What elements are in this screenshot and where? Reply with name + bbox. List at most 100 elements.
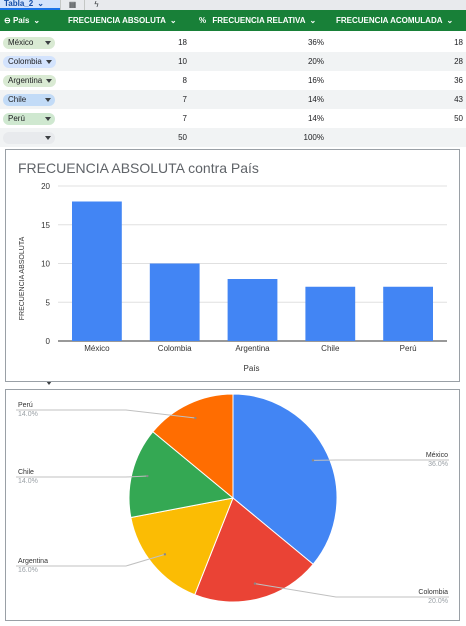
chevron-down-icon[interactable]: ⌄ [169,16,177,25]
cell-relativa[interactable]: 14% [307,95,324,104]
chevron-down-icon[interactable]: ⌄ [33,16,41,25]
column-header-label: FRECUENCIA ACOMULADA [336,16,443,25]
cell-absoluta[interactable]: 7 [182,95,187,104]
x-tick-label: México [84,344,110,353]
country-chip[interactable] [3,132,55,144]
table-header: ⊖ País ⌄ FRECUENCIA ABSOLUTA ⌄ % FRECUENCI… [0,10,466,31]
column-header-label: FRECUENCIA ABSOLUTA [68,16,166,25]
leader-dot [311,459,315,462]
cell-absoluta[interactable]: 50 [178,133,187,142]
table-grid-icon[interactable]: ▦ [60,0,84,10]
country-chip[interactable]: Colombia [3,56,56,68]
pie-label: México [426,452,448,459]
cell-relativa[interactable]: 20% [307,57,324,66]
pie-chart-plot: México 36.0% Colombia 20.0% Argentina 16.0% Ch… [16,393,449,605]
chevron-down-icon[interactable]: ⌄ [446,16,454,25]
bar [149,263,200,341]
pie-percent: 16.0% [18,567,38,574]
pie-slice [194,497,314,603]
cell-relativa[interactable]: 16% [307,76,324,85]
chevron-down-icon[interactable]: ⌄ [37,0,44,8]
leader-dot [146,474,149,478]
country-chip[interactable]: Perú [3,113,55,125]
dropdown-arrow-icon[interactable] [45,41,51,45]
y-tick-label: 10 [41,260,50,269]
leader-line [16,475,148,478]
percent-icon: % [199,16,207,25]
cell-relativa[interactable]: 100% [303,133,324,142]
leader-line [16,553,166,567]
x-tick-label: Chile [321,344,340,353]
column-header-label: País [12,16,30,25]
x-axis-label: País [243,364,259,373]
x-tick-label: Colombia [158,344,192,353]
dropdown-arrow-icon[interactable] [46,79,53,83]
pie-percent: 36.0% [428,461,448,468]
country-label: Perú [8,114,25,123]
pie-label: Chile [18,469,34,476]
cell-relativa[interactable]: 14% [307,114,324,123]
country-label: México [8,38,34,47]
table-row[interactable]: Colombia 10 20% 28 [0,52,466,71]
country-label: Colombia [8,57,42,66]
country-chip[interactable]: Chile [3,94,55,106]
leader-dot [163,553,167,556]
table-row[interactable]: Perú 7 14% 50 [0,109,466,128]
sheet-tab[interactable]: Tabla_2 ⌄ [0,0,60,10]
column-header-acumulada[interactable]: FRECUENCIA ACOMULADA ⌄ [336,10,453,31]
bolt-icon[interactable]: ϟ [84,0,108,10]
cell-acumulada[interactable]: 28 [454,57,463,66]
table-row[interactable]: Chile 7 14% 43 [0,90,466,109]
table-row[interactable]: 50 100% [0,128,466,147]
pie-percent: 14.0% [18,411,38,418]
country-chip[interactable]: México [3,37,55,49]
pie-slice [128,431,235,519]
dropdown-arrow-icon[interactable] [45,98,51,102]
pie-slice [130,497,234,596]
pie-slice [152,393,234,500]
chevron-down-icon[interactable]: ⌄ [309,16,317,25]
leader-line [254,583,449,598]
y-tick-label: 20 [41,182,50,191]
dropdown-arrow-icon[interactable] [45,117,51,121]
y-tick-label: 15 [41,221,50,230]
cell-absoluta[interactable]: 8 [182,76,187,85]
bar [227,279,278,341]
bar [305,286,356,341]
cell-acumulada[interactable]: 18 [454,38,463,47]
cell-acumulada[interactable]: 43 [454,95,463,104]
table-row[interactable]: México 18 36% 18 [0,33,466,52]
column-header-relativa[interactable]: % FRECUENCIA RELATIVA ⌄ [199,10,316,31]
y-tick-label: 5 [46,298,51,307]
cell-absoluta[interactable]: 18 [178,38,187,47]
chevron-down-icon[interactable] [46,381,52,385]
bar [383,286,433,341]
country-chip[interactable]: Argentina [3,75,57,87]
pie-label: Argentina [18,558,48,565]
x-tick-label: Perú [400,344,417,353]
dropdown-arrow-icon[interactable] [45,60,52,64]
column-header-label: FRECUENCIA RELATIVA [212,16,306,25]
y-tick-label: 0 [46,337,51,346]
pie-slice [232,393,338,565]
column-header-absoluta[interactable]: FRECUENCIA ABSOLUTA ⌄ [68,10,177,31]
dropdown-arrow-icon[interactable] [45,136,51,140]
cell-absoluta[interactable]: 7 [182,114,187,123]
chart-title: FRECUENCIA ABSOLUTA contra País [18,160,259,176]
country-label: Chile [8,95,27,104]
bar-chart[interactable]: FRECUENCIA ABSOLUTA contra País 0 5 10 15 20… [5,149,460,382]
leader-line [16,409,196,419]
bar-chart-plot: 0 5 10 15 20 México Colombia Argentina Chile Perú… [19,182,447,373]
pie-percent: 14.0% [18,478,38,485]
leader-dot [194,416,197,420]
sheet-tab-bar: Tabla_2 ⌄ ▦ ϟ [0,0,466,10]
column-header-pais[interactable]: ⊖ País ⌄ [4,10,40,31]
cell-acumulada[interactable]: 50 [454,114,463,123]
pie-chart[interactable]: México 36.0% Colombia 20.0% Argentina 16.0% Ch… [5,389,460,621]
cell-acumulada[interactable]: 36 [454,76,463,85]
column-icon: ⊖ [4,16,11,25]
table-row[interactable]: Argentina 8 16% 36 [0,71,466,90]
cell-relativa[interactable]: 36% [307,38,324,47]
cell-absoluta[interactable]: 10 [178,57,187,66]
pie-label: Colombia [418,589,448,596]
